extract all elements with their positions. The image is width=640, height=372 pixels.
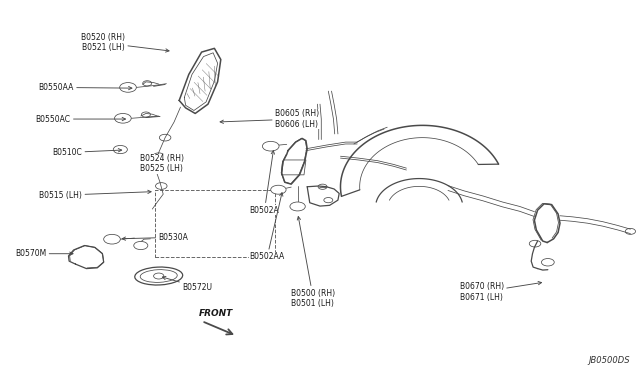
Text: B0520 (RH)
B0521 (LH): B0520 (RH) B0521 (LH) — [81, 33, 169, 52]
Circle shape — [160, 155, 175, 164]
Text: B0570M: B0570M — [15, 249, 73, 258]
Text: B0550AC: B0550AC — [35, 115, 125, 124]
Text: B0502AA: B0502AA — [250, 193, 285, 261]
Ellipse shape — [135, 267, 182, 285]
Circle shape — [120, 83, 136, 92]
Text: B0530A: B0530A — [122, 233, 189, 242]
Text: B0515 (LH): B0515 (LH) — [39, 190, 151, 200]
Text: B0572U: B0572U — [163, 276, 212, 292]
Text: B0510C: B0510C — [52, 148, 122, 157]
Circle shape — [154, 273, 164, 279]
Text: JB0500DS: JB0500DS — [589, 356, 630, 365]
Circle shape — [262, 141, 279, 151]
Text: B0500 (RH)
B0501 (LH): B0500 (RH) B0501 (LH) — [291, 217, 335, 308]
Circle shape — [290, 202, 305, 211]
Circle shape — [271, 185, 286, 194]
Text: B0524 (RH)
B0525 (LH): B0524 (RH) B0525 (LH) — [140, 154, 184, 173]
Text: B0605 (RH)
B0606 (LH): B0605 (RH) B0606 (LH) — [220, 109, 319, 129]
Circle shape — [134, 241, 148, 250]
Text: B0502A: B0502A — [250, 151, 279, 215]
Text: FRONT: FRONT — [198, 309, 233, 318]
Circle shape — [115, 113, 131, 123]
Text: B0550AA: B0550AA — [38, 83, 132, 92]
Circle shape — [113, 145, 127, 154]
Circle shape — [104, 234, 120, 244]
Text: B0670 (RH)
B0671 (LH): B0670 (RH) B0671 (LH) — [460, 282, 541, 302]
